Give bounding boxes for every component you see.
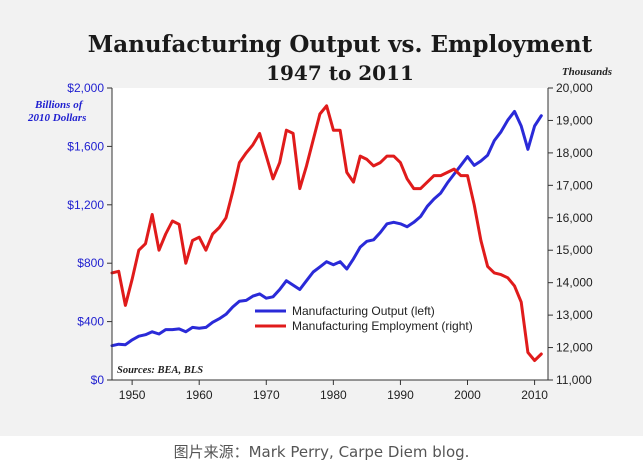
- employment-series-line: [110, 104, 543, 362]
- right-tick-label: 14,000: [556, 276, 593, 290]
- right-tick-label: 20,000: [556, 81, 593, 95]
- right-tick-label: 11,000: [556, 373, 592, 387]
- right-tick-label: 13,000: [556, 308, 593, 322]
- right-tick-label: 17,000: [556, 178, 593, 192]
- sources-note: Sources: BEA, BLS: [117, 365, 203, 376]
- left-tick-label: $1,200: [67, 198, 104, 212]
- legend-output-label: Manufacturing Output (left): [292, 304, 435, 318]
- right-tick-label: 12,000: [556, 341, 593, 355]
- output-series-line: [110, 109, 543, 348]
- right-tick-label: 16,000: [556, 211, 593, 225]
- chart-subtitle: 1947 to 2011: [266, 61, 414, 85]
- right-tick-label: 15,000: [556, 243, 593, 257]
- left-tick-label: $400: [77, 315, 104, 329]
- x-tick-label: 1990: [387, 388, 414, 402]
- right-tick-label: 18,000: [556, 146, 593, 160]
- x-tick-label: 1980: [320, 388, 347, 402]
- plot-area: [112, 88, 548, 380]
- x-axis: 1950 1960 1970 1980 1990 2000 2010: [119, 380, 548, 402]
- left-axis-unit-label: Billions of 2010 Dollars: [27, 99, 86, 124]
- x-tick-label: 2000: [454, 388, 481, 402]
- right-axis: 11,000 12,000 13,000 14,000 15,000 16,000 17,0…: [548, 81, 593, 387]
- left-tick-label: $2,000: [67, 81, 104, 95]
- left-tick-label: $1,600: [67, 139, 104, 153]
- chart: Manufacturing Output vs. Employment 1947…: [27, 31, 612, 402]
- left-axis-unit-line-2: 2010 Dollars: [27, 112, 86, 124]
- right-tick-label: 19,000: [556, 113, 593, 127]
- x-tick-label: 1970: [253, 388, 280, 402]
- legend: Manufacturing Output (left)Manufacturing…: [255, 304, 473, 333]
- x-tick-label: 1950: [119, 388, 146, 402]
- left-tick-label: $800: [77, 256, 104, 270]
- x-tick-label: 2010: [521, 388, 548, 402]
- left-axis-unit-line-1: Billions of: [34, 99, 84, 111]
- x-tick-label: 1960: [186, 388, 213, 402]
- series-layer: [110, 104, 543, 362]
- image-caption: 图片来源：Mark Perry, Carpe Diem blog.: [173, 443, 470, 461]
- left-axis: $0 $400 $800 $1,200 $1,600 $2,000: [67, 81, 112, 387]
- chart-title: Manufacturing Output vs. Employment: [88, 31, 593, 58]
- right-axis-unit-label: Thousands: [562, 66, 612, 78]
- left-tick-label: $0: [91, 373, 105, 387]
- legend-employment-label: Manufacturing Employment (right): [292, 319, 473, 333]
